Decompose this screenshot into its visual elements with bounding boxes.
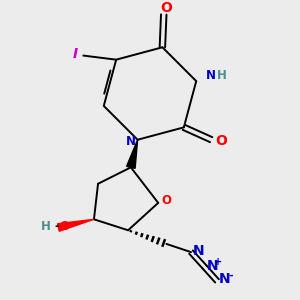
Text: I: I: [73, 47, 78, 61]
Text: -: -: [55, 220, 59, 232]
Text: N: N: [206, 259, 218, 273]
Text: +: +: [214, 257, 222, 267]
Polygon shape: [127, 140, 138, 168]
Text: -: -: [228, 270, 233, 280]
Text: H: H: [217, 69, 227, 82]
Text: N: N: [219, 272, 230, 286]
Text: H: H: [41, 220, 51, 232]
Text: O: O: [161, 194, 171, 207]
Text: N: N: [126, 135, 136, 148]
Text: N: N: [206, 69, 216, 82]
Text: O: O: [59, 220, 69, 232]
Polygon shape: [58, 219, 94, 231]
Text: O: O: [215, 134, 227, 148]
Text: O: O: [160, 1, 172, 15]
Text: N: N: [193, 244, 205, 258]
